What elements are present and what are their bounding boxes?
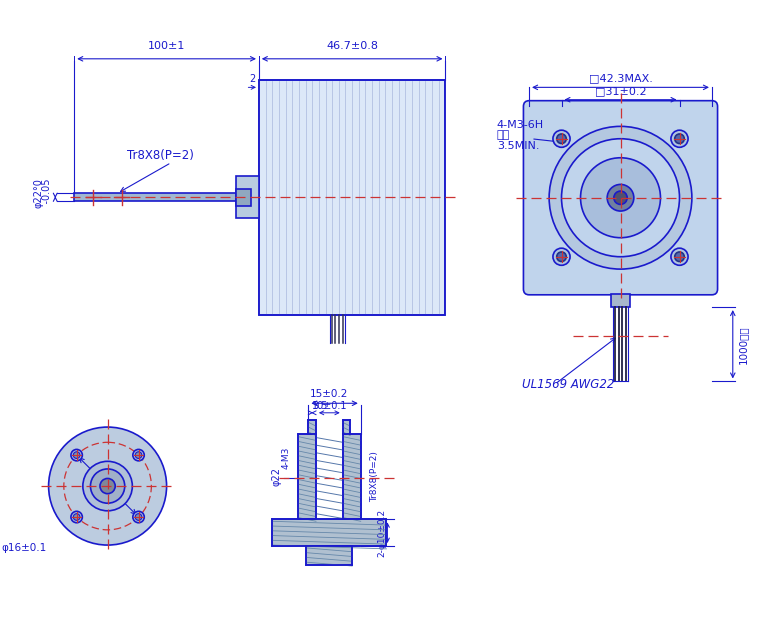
Bar xyxy=(236,176,259,218)
Circle shape xyxy=(557,252,566,261)
Circle shape xyxy=(671,130,688,147)
Text: UL1569 AWG22: UL1569 AWG22 xyxy=(521,378,614,391)
Text: 4-M3-6H: 4-M3-6H xyxy=(497,120,544,130)
Circle shape xyxy=(557,134,566,143)
Circle shape xyxy=(562,138,680,256)
Text: Tr8X8(P=2): Tr8X8(P=2) xyxy=(370,451,379,502)
Text: φ22°0
    -0.05: φ22°0 -0.05 xyxy=(33,178,52,216)
Circle shape xyxy=(49,427,166,545)
Text: 46.7±0.8: 46.7±0.8 xyxy=(326,41,378,51)
Circle shape xyxy=(73,452,80,458)
Circle shape xyxy=(614,191,627,204)
Text: 15±0.2: 15±0.2 xyxy=(310,389,349,399)
Bar xyxy=(343,420,350,433)
Circle shape xyxy=(674,252,685,261)
Bar xyxy=(343,433,361,519)
Text: 3.5: 3.5 xyxy=(312,401,328,411)
Circle shape xyxy=(553,130,570,147)
Text: 深度: 深度 xyxy=(497,130,510,140)
Text: φ22: φ22 xyxy=(272,467,282,486)
Bar xyxy=(611,294,630,307)
Bar xyxy=(306,546,352,565)
Text: 3.5MIN.: 3.5MIN. xyxy=(497,140,539,151)
Text: Tr8X8(P=2): Tr8X8(P=2) xyxy=(127,150,193,162)
Circle shape xyxy=(607,184,634,211)
FancyBboxPatch shape xyxy=(524,101,718,295)
Circle shape xyxy=(580,158,660,238)
Circle shape xyxy=(133,450,145,461)
Text: 1000以上: 1000以上 xyxy=(737,325,747,363)
Circle shape xyxy=(671,248,688,265)
Circle shape xyxy=(135,452,142,458)
Text: □42.3MAX.: □42.3MAX. xyxy=(588,73,653,84)
Circle shape xyxy=(135,514,142,520)
Bar xyxy=(75,194,236,201)
Bar xyxy=(308,420,316,433)
Text: 10±0.1: 10±0.1 xyxy=(312,401,347,411)
Text: 4-M3: 4-M3 xyxy=(282,446,291,469)
Text: φ16±0.1: φ16±0.1 xyxy=(2,543,47,553)
Text: 2-φ10±0.2: 2-φ10±0.2 xyxy=(377,509,386,557)
Text: 100±1: 100±1 xyxy=(148,41,185,51)
Circle shape xyxy=(71,511,82,523)
Circle shape xyxy=(549,126,692,269)
Circle shape xyxy=(674,134,685,143)
Bar xyxy=(272,519,386,546)
Text: 2: 2 xyxy=(249,73,256,84)
Bar xyxy=(259,79,445,315)
Text: □31±0.2: □31±0.2 xyxy=(594,86,646,96)
Circle shape xyxy=(90,469,125,503)
Circle shape xyxy=(100,478,115,494)
Circle shape xyxy=(133,511,145,523)
Circle shape xyxy=(83,461,132,511)
Bar xyxy=(259,79,445,315)
Bar xyxy=(298,433,316,519)
Circle shape xyxy=(553,248,570,265)
Circle shape xyxy=(71,450,82,461)
Bar xyxy=(236,189,251,206)
Circle shape xyxy=(73,514,80,520)
